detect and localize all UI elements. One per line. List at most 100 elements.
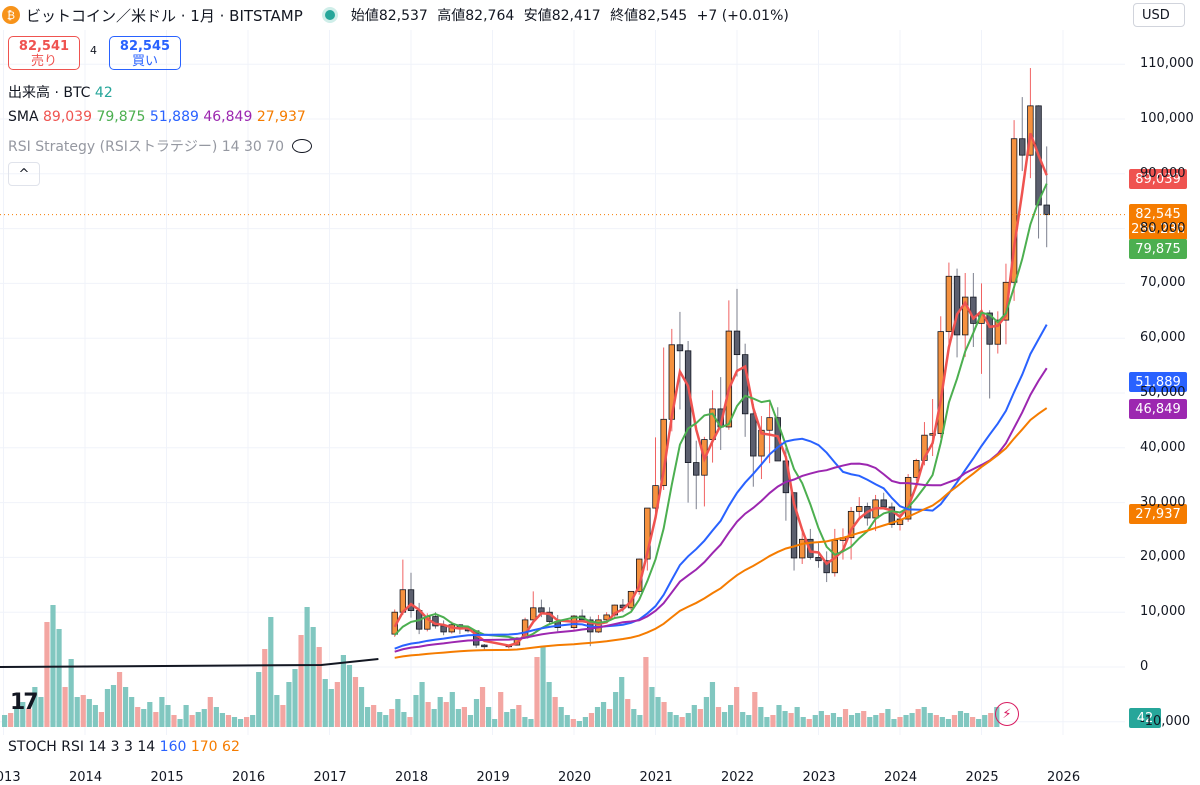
volume-bar — [715, 707, 722, 727]
sma-value-4: 46,849 — [203, 109, 253, 125]
volume-bar — [564, 715, 570, 727]
volume-bar — [897, 717, 903, 727]
x-tick-label: 2022 — [721, 770, 755, 785]
candle-body — [953, 275, 961, 336]
buy-button[interactable]: 82,545 買い — [109, 36, 181, 70]
volume-bar — [141, 709, 147, 727]
volume-bar — [389, 709, 395, 727]
volume-bar — [637, 715, 643, 727]
collapse-legend-button[interactable]: ^ — [8, 162, 40, 186]
volume-legend[interactable]: 出来高 · BTC 42 — [8, 82, 113, 102]
sma-line-1 — [393, 132, 1048, 647]
sma-legend[interactable]: SMA 89,039 79,875 51,889 46,849 27,937 — [8, 109, 306, 125]
volume-bar — [274, 695, 280, 727]
volume-bar — [963, 713, 970, 727]
tradingview-logo[interactable]: 17 — [10, 690, 39, 715]
volume-bar — [407, 717, 413, 727]
chart-header: ₿ ビットコイン／米ドル · 1月 · BITSTAMP 始値82,537 高値… — [0, 0, 1125, 30]
y-tick-label: 90,000 — [1140, 165, 1186, 181]
y-tick-label: 60,000 — [1140, 330, 1186, 346]
x-tick-label: 2018 — [395, 770, 429, 785]
volume-bar — [135, 707, 141, 727]
volume-bar — [14, 707, 20, 727]
volume-bar — [425, 702, 431, 727]
volume-bar — [818, 711, 824, 727]
currency-select[interactable]: USD — [1133, 3, 1185, 27]
change-value: +7 (+0.01%) — [696, 8, 789, 24]
sell-label: 売り — [30, 54, 57, 69]
volume-bar — [734, 687, 740, 727]
volume-bar — [328, 689, 334, 727]
x-tick-label: 2014 — [69, 770, 103, 785]
candle-body — [1010, 138, 1018, 283]
volume-bar — [316, 647, 322, 727]
lightning-icon[interactable]: ⚡ — [995, 702, 1019, 726]
volume-bar — [256, 672, 262, 727]
sma-line-3 — [394, 324, 1048, 650]
volume-bar — [298, 635, 304, 727]
y-tick-label: 100,000 — [1140, 111, 1194, 126]
early-price-line — [0, 658, 379, 668]
volume-bar — [855, 713, 861, 727]
volume-bar — [413, 695, 419, 727]
volume-bar — [340, 655, 346, 727]
candle-body — [684, 350, 692, 463]
candle-body — [693, 462, 700, 476]
volume-bar — [334, 682, 340, 727]
volume-bar — [80, 695, 86, 727]
low-label: 安値 — [523, 8, 552, 24]
candle-body — [1019, 138, 1026, 156]
volume-price-tag: 42 — [1129, 708, 1161, 728]
volume-bar — [546, 682, 552, 727]
volume-bar — [304, 607, 310, 727]
volume-bar — [26, 709, 32, 727]
y-tick-label: 0 — [1140, 659, 1149, 674]
low-value: 82,417 — [551, 8, 601, 24]
volume-bar — [467, 715, 474, 727]
stoch-rsi-legend[interactable]: STOCH RSI 14 3 3 14 160 170 62 — [8, 739, 240, 755]
y-tick-label: 50,000 — [1140, 385, 1186, 400]
hidden-eye-icon[interactable] — [292, 139, 313, 153]
volume-bar — [461, 707, 467, 727]
volume-bar — [830, 713, 837, 727]
volume-bar — [219, 713, 225, 727]
volume-bar — [516, 705, 522, 727]
volume-bar — [806, 719, 812, 727]
volume-bar — [879, 713, 885, 727]
volume-bar — [697, 709, 703, 727]
x-tick-label: 2019 — [476, 770, 510, 785]
rsi-strategy-legend[interactable]: RSI Strategy (RSIストラテジー) 14 30 70 — [8, 136, 313, 156]
volume-bar — [510, 709, 516, 727]
volume-bar — [528, 719, 534, 727]
volume-bar — [842, 709, 849, 727]
volume-bar — [849, 715, 855, 727]
volume-bar — [812, 715, 818, 727]
volume-bar — [909, 713, 915, 727]
y-tick-label: 40,000 — [1140, 439, 1186, 455]
volume-bar — [171, 715, 177, 727]
volume-bar — [44, 622, 50, 727]
volume-bar — [346, 665, 353, 727]
volume-bar — [673, 715, 679, 727]
candle-body — [970, 296, 977, 324]
ohlc-readout: 始値82,537 高値82,764 安値82,417 終値82,545 +7 (… — [351, 5, 794, 25]
volume-bar — [758, 707, 764, 727]
x-tick-label: 2015 — [150, 770, 184, 785]
volume-bar — [927, 713, 933, 727]
x-tick-label: 2016 — [232, 770, 266, 785]
volume-bar — [123, 687, 129, 727]
volume-bar — [933, 715, 939, 727]
volume-bar — [286, 682, 292, 727]
y-tick-label: 30,000 — [1140, 494, 1186, 510]
volume-bar — [492, 719, 498, 727]
sma-line-4 — [394, 367, 1048, 653]
volume-bar — [988, 713, 994, 727]
volume-bar — [2, 715, 8, 727]
volume-bar — [921, 707, 927, 727]
sell-button[interactable]: 82,541 売り — [8, 36, 80, 70]
volume-bar — [195, 712, 201, 727]
volume-bar — [746, 715, 752, 727]
symbol-title[interactable]: ビットコイン／米ドル · 1月 · BITSTAMP — [26, 6, 303, 25]
close-label: 終値 — [610, 8, 639, 24]
